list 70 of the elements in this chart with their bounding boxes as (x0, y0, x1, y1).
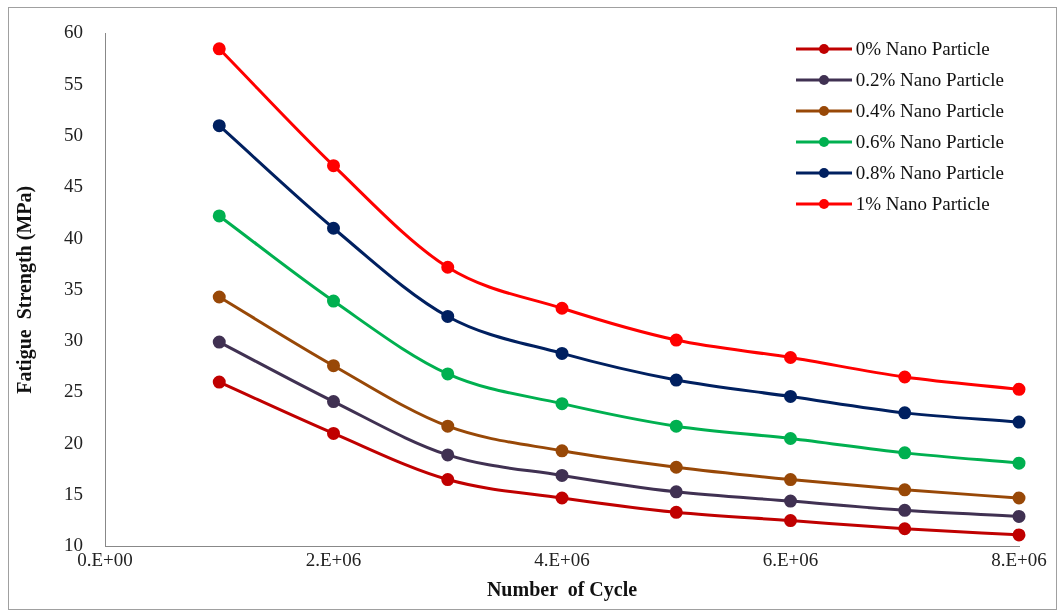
point (441, 309, 455, 323)
y-tick-label: 40 (64, 226, 83, 248)
y-tick-label: 45 (64, 175, 83, 197)
y-tick-label: 15 (64, 482, 83, 504)
y-tick-label: 35 (64, 277, 83, 299)
point (441, 473, 455, 487)
legend-label: 0.6% Nano Particle (855, 131, 1004, 154)
y-tick-label: 25 (64, 380, 83, 402)
x-axis-title: Number of Cycle (486, 578, 638, 602)
point (898, 406, 912, 420)
point (555, 397, 569, 411)
x-tick-label: 2.E+06 (305, 548, 362, 570)
point (441, 367, 455, 381)
y-axis-title: Fatigue Strength (MPa) (13, 185, 37, 394)
x-tick-label: 6.E+06 (762, 548, 819, 570)
point (327, 359, 340, 373)
point (784, 514, 797, 528)
point (327, 221, 340, 235)
point (1012, 415, 1026, 429)
y-tick-label: 30 (64, 329, 83, 351)
point (784, 473, 797, 487)
legend-label: 1% Nano Particle (855, 193, 990, 216)
legend-label: 0% Nano Particle (855, 38, 990, 61)
point (669, 373, 683, 387)
point (669, 419, 683, 433)
point (555, 468, 569, 482)
point (555, 491, 569, 505)
y-tick-label: 55 (64, 72, 83, 94)
point (784, 494, 797, 508)
point (898, 483, 912, 497)
point (898, 446, 912, 460)
x-tick-label: 8.E+06 (991, 548, 1047, 570)
point (212, 375, 226, 389)
point (327, 395, 340, 409)
point (327, 294, 340, 308)
point (441, 419, 455, 433)
point (555, 301, 569, 315)
point (212, 119, 226, 133)
legend-label: 0.2% Nano Particle (855, 69, 1004, 92)
y-tick-label: 50 (64, 123, 83, 145)
point (784, 432, 797, 446)
point (212, 335, 226, 349)
point (898, 370, 912, 384)
point (784, 350, 797, 364)
point (327, 159, 340, 173)
y-tick-label: 60 (64, 21, 83, 43)
point (898, 503, 912, 517)
point (1012, 528, 1026, 542)
point (669, 333, 683, 347)
point (669, 505, 683, 519)
point (1012, 491, 1026, 505)
x-tick-label: 4.E+06 (534, 548, 590, 570)
point (212, 209, 226, 223)
point (327, 426, 340, 440)
point (1012, 382, 1026, 396)
point (669, 460, 683, 474)
point (441, 260, 455, 274)
point (1012, 509, 1026, 523)
legend-label: 0.8% Nano Particle (855, 162, 1004, 185)
point (212, 290, 226, 304)
point (441, 448, 455, 462)
point (555, 444, 569, 458)
point (669, 485, 683, 499)
y-tick-label: 20 (64, 431, 83, 453)
point (555, 346, 569, 360)
point (212, 42, 226, 56)
point (898, 522, 912, 536)
point (784, 389, 797, 403)
point (1012, 456, 1026, 470)
legend-label: 0.4% Nano Particle (855, 100, 1004, 123)
